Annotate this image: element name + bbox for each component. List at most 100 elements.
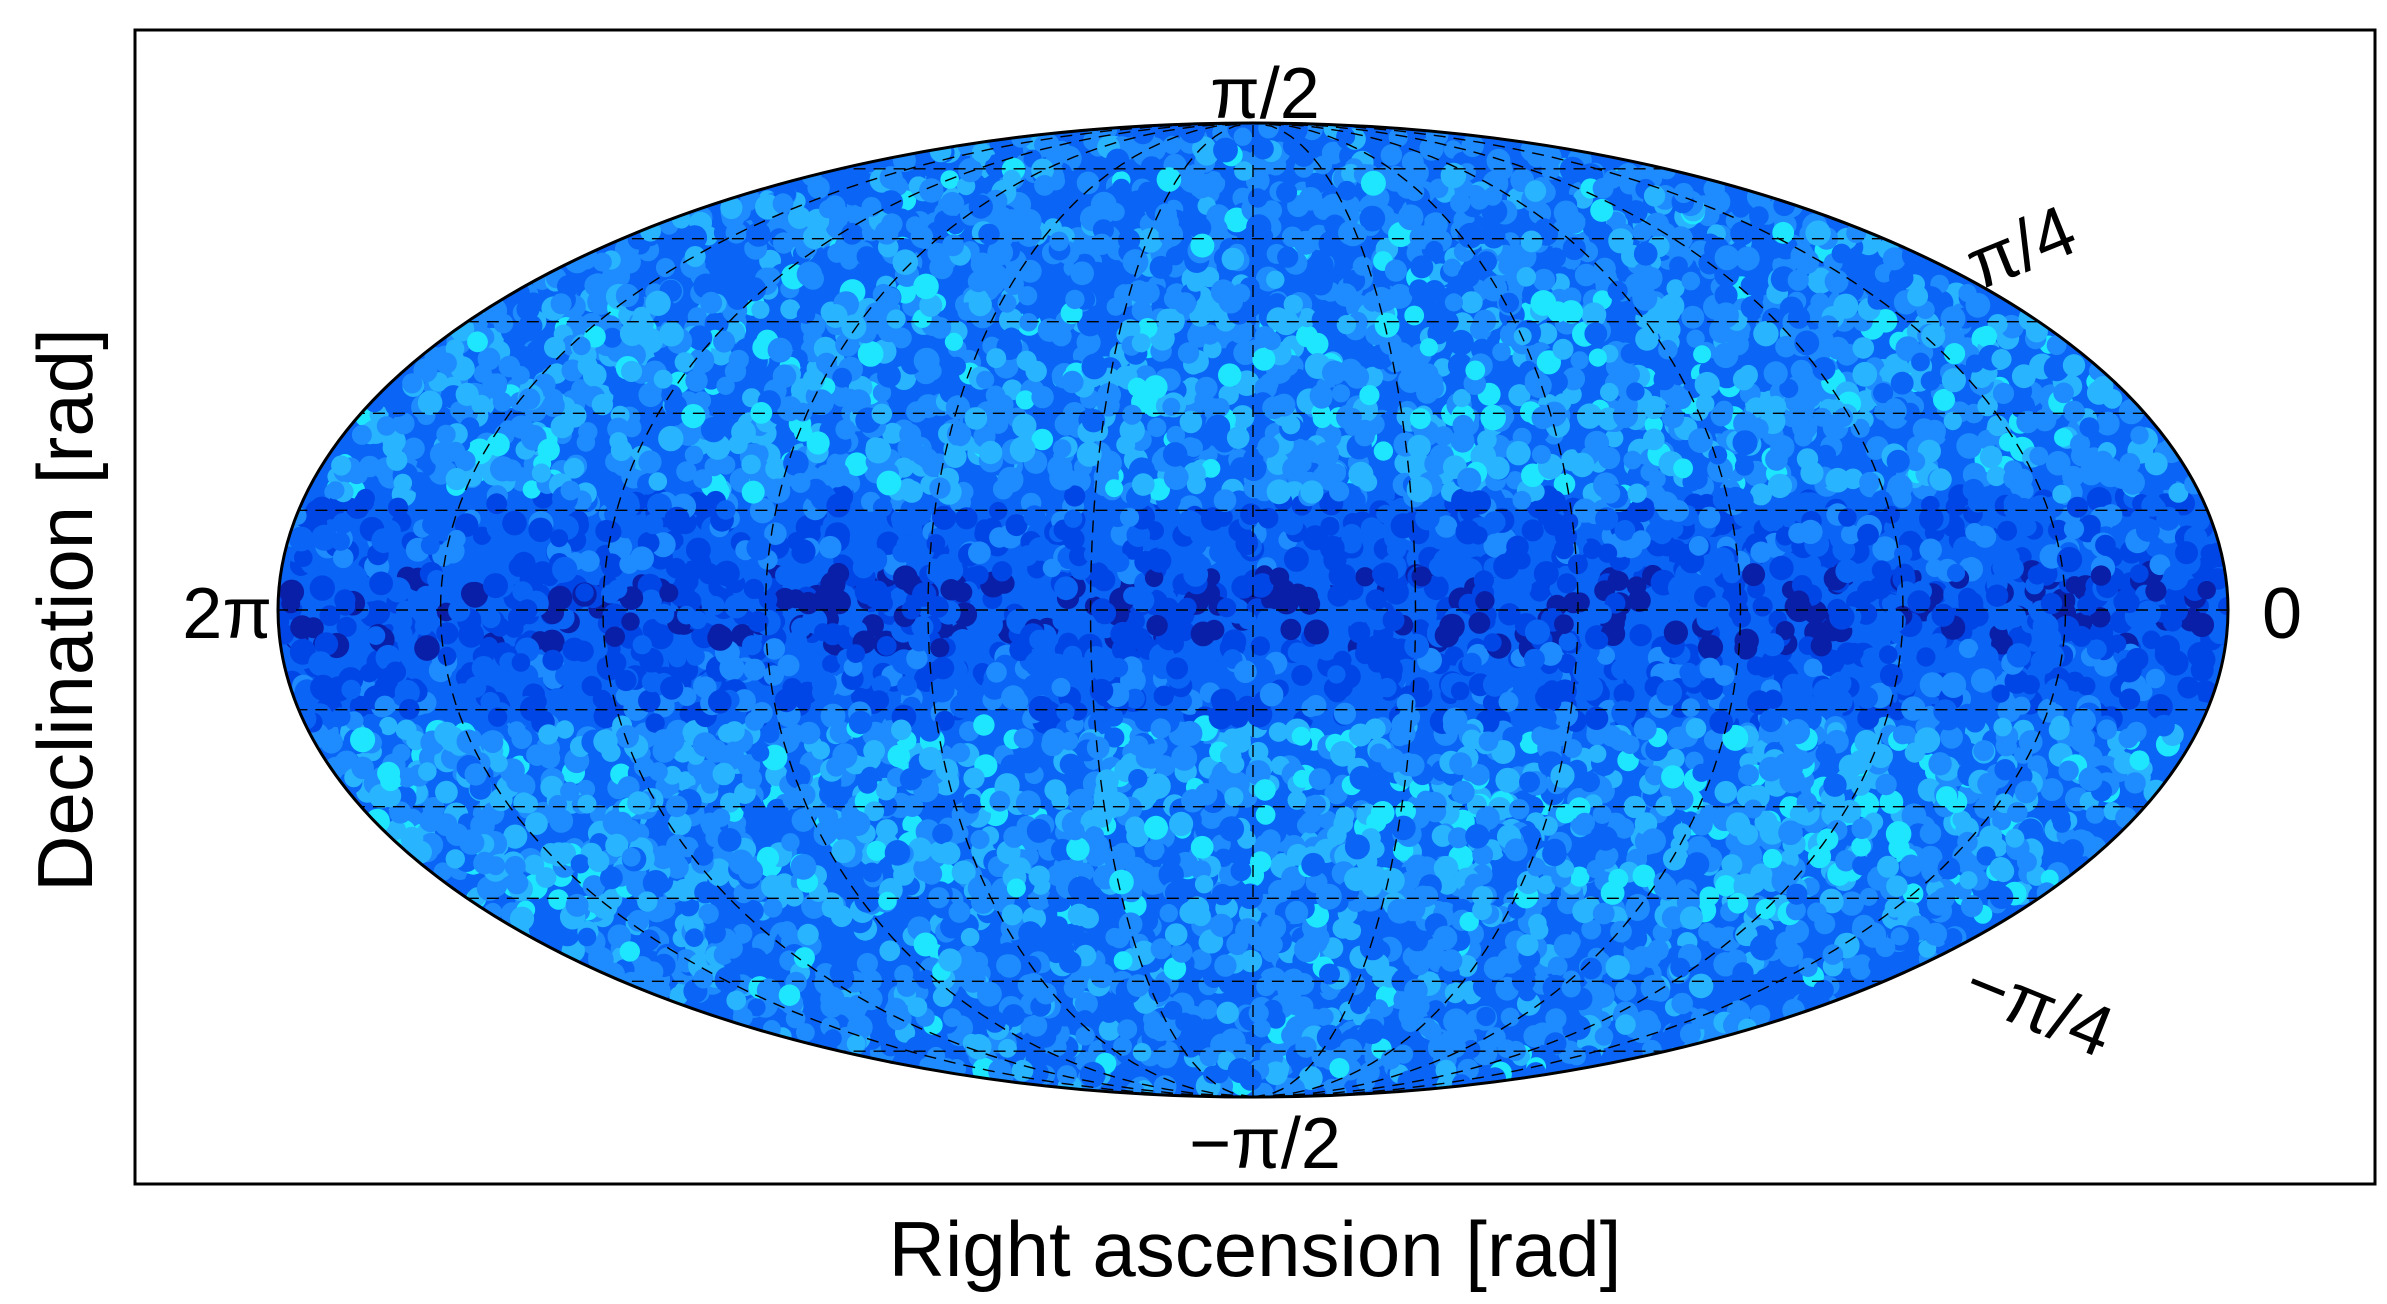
scatter-point xyxy=(418,762,437,781)
scatter-point xyxy=(2200,544,2220,563)
scatter-point xyxy=(717,828,742,852)
scatter-point xyxy=(761,874,785,899)
scatter-point xyxy=(1257,436,1280,458)
scatter-point xyxy=(1997,520,2018,541)
scatter-point xyxy=(676,461,697,482)
scatter-point xyxy=(2054,428,2073,447)
scatter-point xyxy=(2095,411,2120,436)
scatter-point xyxy=(1282,456,1308,482)
scatter-point xyxy=(2086,380,2112,405)
scatter-point xyxy=(1407,434,1431,459)
scatter-point xyxy=(1159,904,1179,923)
scatter-point xyxy=(1125,816,1145,837)
scatter-point xyxy=(431,410,450,429)
scatter-point xyxy=(1052,611,1072,631)
scatter-point xyxy=(1916,647,1936,667)
scatter-point xyxy=(991,561,1013,582)
scatter-point xyxy=(724,721,745,742)
scatter-point xyxy=(973,714,995,736)
scatter-point xyxy=(1092,568,1116,592)
scatter-point xyxy=(962,793,982,814)
scatter-point xyxy=(968,646,988,665)
scatter-point xyxy=(1919,538,1942,562)
scatter-point xyxy=(1117,1019,1138,1040)
scatter-point xyxy=(1416,730,1435,749)
scatter-point xyxy=(811,741,830,760)
scatter-point xyxy=(948,901,971,923)
scatter-point xyxy=(777,654,800,677)
scatter-point xyxy=(1054,412,1078,436)
scatter-point xyxy=(1059,753,1082,776)
scatter-point xyxy=(1815,444,1837,466)
scatter-point xyxy=(1067,903,1091,927)
scatter-point xyxy=(1574,812,1595,834)
scatter-point xyxy=(371,528,397,553)
scatter-point xyxy=(435,780,458,804)
scatter-point xyxy=(1516,934,1539,957)
scatter-point xyxy=(1299,811,1322,834)
scatter-point xyxy=(916,447,938,469)
scatter-point xyxy=(1379,657,1403,682)
scatter-point xyxy=(791,808,815,832)
scatter-point xyxy=(1380,144,1403,166)
scatter-point xyxy=(1742,563,1766,587)
scatter-point xyxy=(1986,466,2007,487)
scatter-point xyxy=(1531,726,1551,746)
scatter-point xyxy=(542,649,564,671)
scatter-point xyxy=(1230,860,1252,882)
scatter-point xyxy=(899,423,922,446)
scatter-point xyxy=(893,864,915,886)
scatter-point xyxy=(1190,835,1214,859)
scatter-point xyxy=(309,575,335,601)
scatter-point xyxy=(2119,688,2141,710)
scatter-point xyxy=(436,622,459,645)
scatter-point xyxy=(1211,883,1234,906)
scatter-point xyxy=(863,740,885,762)
scatter-point xyxy=(741,899,764,923)
scatter-point xyxy=(1012,413,1037,438)
scatter-point xyxy=(2065,576,2084,595)
scatter-point xyxy=(1495,767,1521,793)
scatter-point xyxy=(512,551,536,576)
scatter-point xyxy=(1109,552,1130,573)
scatter-point xyxy=(1448,329,1474,356)
scatter-point xyxy=(2130,564,2149,583)
scatter-point xyxy=(1177,597,1197,617)
scatter-point xyxy=(1894,544,1913,563)
scatter-point xyxy=(1928,633,1947,652)
scatter-point xyxy=(1805,220,1831,246)
scatter-point xyxy=(1782,673,1805,697)
scatter-point xyxy=(2003,467,2026,490)
scatter-point xyxy=(1928,752,1952,776)
scatter-point xyxy=(1714,400,1734,420)
scatter-point xyxy=(1255,804,1276,825)
scatter-point xyxy=(1968,606,1989,627)
scatter-point xyxy=(1209,541,1232,564)
scatter-point xyxy=(279,579,305,605)
scatter-point xyxy=(2190,658,2214,682)
scatter-point xyxy=(1051,677,1071,697)
scatter-point xyxy=(1252,138,1274,160)
scatter-point xyxy=(1524,180,1547,202)
scatter-point xyxy=(1894,640,1918,664)
scatter-point xyxy=(1063,977,1085,999)
scatter-point xyxy=(1355,567,1375,587)
scatter-point xyxy=(684,445,704,465)
scatter-point xyxy=(1198,999,1218,1020)
scatter-point xyxy=(929,677,955,703)
scatter-point xyxy=(1665,748,1685,769)
scatter-point xyxy=(1480,404,1506,431)
scatter-point xyxy=(1977,772,2000,796)
scatter-point xyxy=(1569,452,1595,478)
scatter-point xyxy=(726,990,747,1011)
scatter-point xyxy=(1309,384,1333,408)
scatter-point xyxy=(388,497,409,518)
scatter-point xyxy=(550,414,574,439)
scatter-point xyxy=(1401,1013,1420,1033)
scatter-point xyxy=(1348,723,1372,747)
scatter-point xyxy=(1327,584,1350,607)
scatter-point xyxy=(1614,979,1637,1002)
scatter-point xyxy=(1852,914,1876,939)
scatter-point xyxy=(548,889,569,910)
